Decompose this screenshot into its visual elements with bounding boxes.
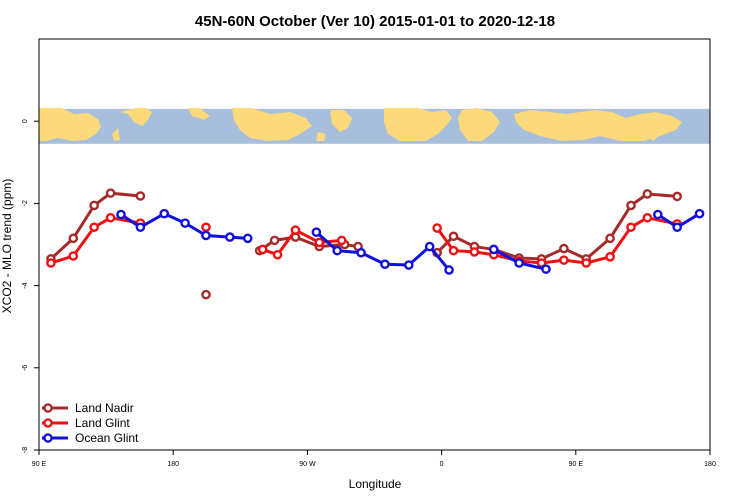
ocean-glint-point bbox=[672, 222, 682, 233]
land-glint-point bbox=[448, 245, 459, 256]
plot-frame bbox=[38, 38, 711, 451]
ocean-glint-point bbox=[403, 260, 414, 270]
land-glint-point bbox=[559, 255, 569, 265]
legend-label: Land Glint bbox=[75, 416, 130, 430]
land-nadir-point bbox=[105, 188, 116, 198]
y-tick-label: -2 bbox=[22, 200, 29, 206]
land-glint-point bbox=[581, 258, 592, 268]
ocean-glint-point bbox=[159, 208, 170, 219]
series-ocean-glint bbox=[116, 208, 705, 275]
x-tick-label: 0 bbox=[440, 461, 444, 468]
land-nadir-point bbox=[448, 231, 459, 242]
ocean-glint-point bbox=[201, 230, 211, 241]
land-glint-point bbox=[432, 223, 442, 233]
x-tick-label: 90 E bbox=[569, 461, 584, 468]
ocean-glint-point bbox=[356, 247, 366, 258]
series-land-nadir bbox=[46, 188, 682, 300]
legend-label: Ocean Glint bbox=[75, 431, 139, 445]
map-land bbox=[39, 108, 682, 141]
y-axis: 0 -2 -4 -6 -8 bbox=[22, 119, 39, 453]
land-glint-point bbox=[257, 244, 268, 255]
plot-border bbox=[38, 38, 711, 451]
x-tick-label: 180 bbox=[167, 461, 179, 468]
legend-swatch-marker bbox=[43, 433, 53, 443]
y-axis-label: XCO2 - MLO trend (ppm) bbox=[0, 179, 14, 314]
series-layer bbox=[46, 188, 705, 300]
ocean-glint-point bbox=[444, 265, 454, 275]
land-nadir-point bbox=[672, 191, 682, 202]
ocean-glint-point bbox=[116, 209, 126, 220]
land-glint-point bbox=[290, 225, 301, 235]
land-glint-point bbox=[89, 222, 99, 233]
land-glint-point bbox=[605, 252, 615, 262]
land-glint-point bbox=[68, 251, 79, 261]
ocean-glint-point bbox=[541, 264, 551, 274]
ocean-glint-point bbox=[332, 245, 343, 256]
land-glint-point bbox=[626, 222, 636, 233]
land-nadir-point bbox=[201, 289, 211, 300]
land-glint-point bbox=[642, 212, 653, 223]
ocean-glint-point bbox=[135, 222, 146, 233]
y-tick-label: 0 bbox=[22, 119, 29, 123]
land-nadir-point bbox=[269, 235, 280, 246]
land-nadir-point bbox=[605, 233, 615, 244]
ocean-glint-point bbox=[694, 208, 705, 219]
ocean-glint-point bbox=[424, 241, 435, 252]
land-nadir-point bbox=[68, 233, 79, 244]
x-axis-label: Longitude bbox=[349, 477, 402, 491]
land-nadir-point bbox=[642, 189, 653, 199]
legend-label: Land Nadir bbox=[75, 401, 134, 415]
land-nadir-point bbox=[89, 200, 99, 211]
land-glint-point bbox=[336, 235, 347, 246]
y-tick-label: -8 bbox=[22, 447, 29, 453]
legend-swatch-marker bbox=[43, 403, 53, 413]
land-glint-point bbox=[46, 258, 56, 268]
land-glint-point bbox=[105, 212, 116, 223]
x-axis: 90 E 180 90 W 0 90 E 180 bbox=[32, 450, 716, 468]
y-tick-label: -6 bbox=[22, 365, 29, 371]
ocean-glint-point bbox=[311, 227, 322, 237]
land-glint-point bbox=[201, 222, 211, 233]
ocean-glint-point bbox=[514, 258, 524, 268]
ocean-glint-point bbox=[488, 244, 499, 255]
ocean-glint-point bbox=[180, 218, 190, 228]
legend-item-land-nadir: Land Nadir bbox=[42, 401, 134, 415]
land-nadir-point bbox=[559, 243, 569, 254]
legend-item-land-glint: Land Glint bbox=[42, 416, 130, 430]
y-tick-label: -4 bbox=[22, 282, 29, 288]
series-land-glint bbox=[46, 212, 682, 268]
legend-swatch-marker bbox=[43, 418, 53, 428]
x-tick-label: 90 E bbox=[32, 461, 47, 468]
chart-title: 45N-60N October (Ver 10) 2015-01-01 to 2… bbox=[195, 13, 555, 30]
land-nadir-point bbox=[626, 200, 636, 211]
ocean-glint-point bbox=[225, 232, 235, 242]
land-glint-point bbox=[469, 247, 480, 257]
land-glint-point bbox=[314, 237, 325, 248]
map-strip bbox=[39, 108, 710, 144]
land-nadir-point bbox=[135, 191, 146, 201]
x-tick-label: 180 bbox=[704, 461, 716, 468]
ocean-glint-point bbox=[653, 209, 663, 220]
x-tick-label: 90 W bbox=[299, 461, 316, 468]
land-glint-point bbox=[272, 249, 283, 260]
legend-item-ocean-glint: Ocean Glint bbox=[42, 431, 139, 445]
ocean-glint-point bbox=[380, 259, 390, 270]
ocean-glint-point bbox=[242, 233, 253, 244]
